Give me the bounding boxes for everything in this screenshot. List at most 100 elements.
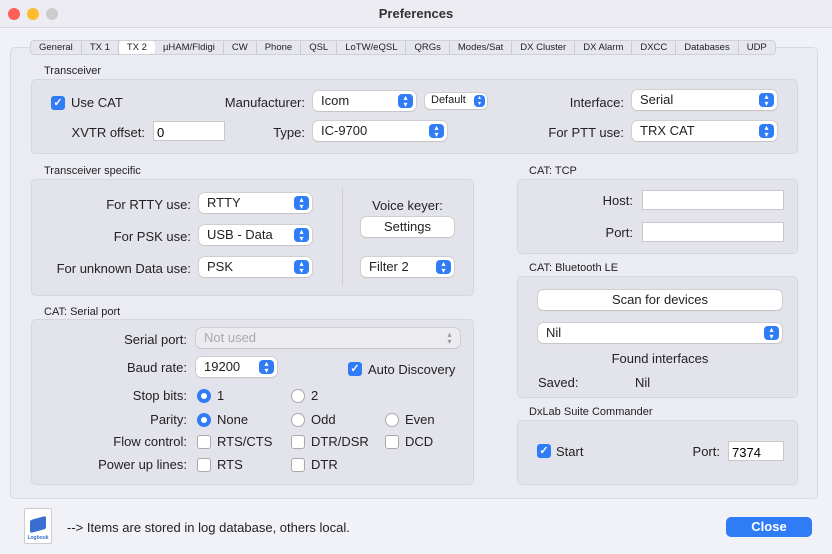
- type-label: Type:: [273, 125, 305, 140]
- tab-tx-1[interactable]: TX 1: [82, 41, 119, 54]
- use-cat-label: Use CAT: [71, 95, 123, 110]
- tab-bar: General TX 1 TX 2 µHAM/Fldigi CW Phone QSL LoTW…: [30, 40, 776, 55]
- parity-label: Parity:: [150, 412, 187, 427]
- parity-none-radio[interactable]: [197, 413, 211, 427]
- dxlab-port-input[interactable]: [728, 441, 784, 461]
- tab-modes-sat[interactable]: Modes/Sat: [450, 41, 513, 54]
- interface-label: Interface:: [569, 95, 624, 110]
- ptt-label: For PTT use:: [548, 125, 624, 140]
- dtr-dsr-checkbox[interactable]: [291, 435, 305, 449]
- tab-general[interactable]: General: [31, 41, 82, 54]
- dtr-label: DTR: [311, 457, 338, 472]
- variant-value: Default: [431, 94, 466, 106]
- parity-odd-label: Odd: [311, 412, 336, 427]
- scan-devices-button[interactable]: Scan for devices: [538, 290, 782, 310]
- auto-discovery-label: Auto Discovery: [368, 362, 456, 377]
- interface-value: Serial: [640, 92, 674, 107]
- chevron-updown-icon: ▴ ▾: [759, 93, 774, 108]
- chevron-updown-icon: ▴ ▾: [759, 124, 774, 139]
- ptt-value: TRX CAT: [640, 123, 695, 138]
- tab-dx-cluster[interactable]: DX Cluster: [512, 41, 576, 54]
- dtr-dsr-label: DTR/DSR: [311, 434, 369, 449]
- section-dxlab: DxLab Suite Commander: [529, 406, 653, 418]
- dcd-checkbox[interactable]: [385, 435, 399, 449]
- voice-keyer-settings-button[interactable]: Settings: [361, 217, 454, 237]
- tcp-port-input[interactable]: [642, 222, 784, 242]
- rts-checkbox[interactable]: [197, 458, 211, 472]
- tab-dx-alarm[interactable]: DX Alarm: [575, 41, 633, 54]
- tab-cw[interactable]: CW: [224, 41, 257, 54]
- tab-dxcc[interactable]: DXCC: [632, 41, 677, 54]
- stop-bits-2-radio[interactable]: [291, 389, 305, 403]
- rts-cts-checkbox[interactable]: [197, 435, 211, 449]
- tab-qsl[interactable]: QSL: [301, 41, 338, 54]
- section-serial-port: CAT: Serial port: [44, 306, 121, 318]
- bluetooth-device-value: Nil: [546, 325, 562, 340]
- close-window-icon[interactable]: [8, 8, 20, 20]
- parity-odd-radio[interactable]: [291, 413, 305, 427]
- xvtr-label: XVTR offset:: [71, 125, 145, 140]
- use-cat-checkbox[interactable]: ✓: [51, 96, 65, 110]
- dtr-checkbox[interactable]: [291, 458, 305, 472]
- stop-bits-2-label: 2: [311, 388, 319, 403]
- chevron-updown-icon: ▴ ▾: [436, 260, 451, 275]
- flow-control-label: Flow control:: [113, 434, 187, 449]
- dxlab-start-checkbox[interactable]: ✓: [537, 444, 551, 458]
- serial-port-select[interactable]: Not used ▴ ▾: [196, 328, 460, 348]
- variant-select[interactable]: Default ▴ ▾: [425, 93, 487, 109]
- type-select[interactable]: IC-9700 ▴ ▾: [313, 121, 447, 141]
- tab-udp[interactable]: UDP: [746, 42, 767, 53]
- chevron-updown-icon: ▴ ▾: [294, 260, 309, 275]
- rts-cts-label: RTS/CTS: [217, 434, 273, 449]
- minimize-window-icon[interactable]: [27, 8, 39, 20]
- psk-select[interactable]: USB - Data ▴ ▾: [199, 225, 312, 245]
- voice-keyer-label: Voice keyer:: [372, 198, 443, 213]
- bluetooth-device-select[interactable]: Nil ▴ ▾: [538, 323, 782, 343]
- title-bar: [0, 0, 832, 28]
- rtty-label: For RTTY use:: [106, 197, 191, 212]
- psk-label: For PSK use:: [113, 229, 191, 244]
- zoom-window-icon[interactable]: [46, 8, 58, 20]
- chevron-updown-icon: ▴ ▾: [294, 228, 309, 243]
- auto-discovery-checkbox[interactable]: ✓: [348, 362, 362, 376]
- unknown-data-label: For unknown Data use:: [56, 261, 191, 276]
- xvtr-offset-input[interactable]: [153, 121, 225, 141]
- interface-select[interactable]: Serial ▴ ▾: [632, 90, 777, 110]
- tab-phone[interactable]: Phone: [257, 41, 302, 54]
- rtty-select[interactable]: RTTY ▴ ▾: [199, 193, 312, 213]
- host-input[interactable]: [642, 190, 784, 210]
- chevron-updown-icon: ▴ ▾: [764, 326, 779, 341]
- close-button[interactable]: Close: [726, 517, 812, 537]
- chevron-updown-icon: ▴ ▾: [447, 330, 452, 346]
- rts-label: RTS: [217, 457, 243, 472]
- type-value: IC-9700: [321, 123, 368, 138]
- unknown-data-value: PSK: [207, 259, 234, 274]
- filter-value: Filter 2: [369, 259, 409, 274]
- power-up-label: Power up lines:: [98, 457, 187, 472]
- tab-tx-2[interactable]: TX 2: [118, 41, 155, 54]
- tab-qrgs[interactable]: QRGs: [406, 41, 450, 54]
- manufacturer-select[interactable]: Icom ▴ ▾: [313, 91, 416, 111]
- manufacturer-label: Manufacturer:: [224, 95, 305, 110]
- filter-select[interactable]: Filter 2 ▴ ▾: [361, 257, 454, 277]
- stop-bits-1-radio[interactable]: [197, 389, 211, 403]
- footer-note: --> Items are stored in log database, ot…: [67, 520, 350, 535]
- psk-value: USB - Data: [207, 227, 273, 242]
- dxlab-port-label: Port:: [692, 444, 720, 459]
- tab--ham-fldigi[interactable]: µHAM/Fldigi: [155, 41, 224, 54]
- baud-select[interactable]: 19200 ▴ ▾: [196, 357, 277, 377]
- ptt-select[interactable]: TRX CAT ▴ ▾: [632, 121, 777, 141]
- unknown-data-select[interactable]: PSK ▴ ▾: [199, 257, 312, 277]
- parity-even-radio[interactable]: [385, 413, 399, 427]
- section-cat-tcp: CAT: TCP: [529, 165, 577, 177]
- dxlab-start-label: Start: [556, 444, 584, 459]
- dcd-label: DCD: [405, 434, 434, 449]
- stop-bits-label: Stop bits:: [132, 388, 187, 403]
- tab-databases[interactable]: Databases: [676, 41, 739, 54]
- tab-lotw-eqsl[interactable]: LoTW/eQSL: [337, 41, 407, 54]
- chevron-updown-icon: ▴ ▾: [474, 95, 485, 107]
- found-interfaces-label: Found interfaces: [611, 351, 709, 366]
- divider: [342, 188, 343, 285]
- baud-value: 19200: [204, 359, 241, 374]
- baud-label: Baud rate:: [127, 360, 187, 375]
